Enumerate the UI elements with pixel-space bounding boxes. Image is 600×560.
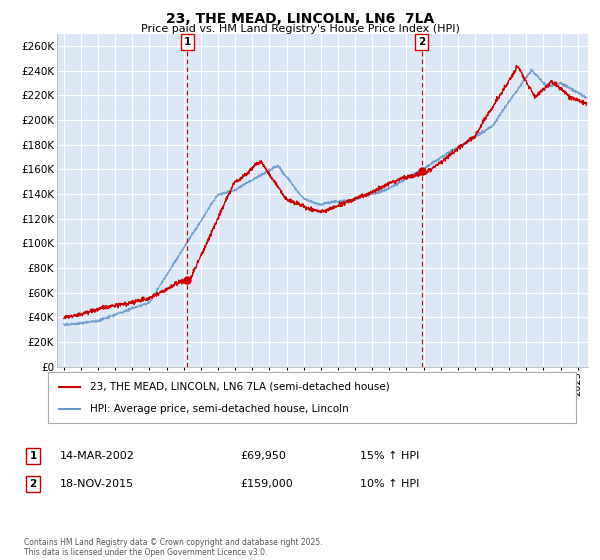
Text: 1: 1 (29, 451, 37, 461)
Text: 10% ↑ HPI: 10% ↑ HPI (360, 479, 419, 489)
Text: 18-NOV-2015: 18-NOV-2015 (60, 479, 134, 489)
Text: 23, THE MEAD, LINCOLN, LN6  7LA: 23, THE MEAD, LINCOLN, LN6 7LA (166, 12, 434, 26)
Text: Contains HM Land Registry data © Crown copyright and database right 2025.
This d: Contains HM Land Registry data © Crown c… (24, 538, 323, 557)
Text: Price paid vs. HM Land Registry's House Price Index (HPI): Price paid vs. HM Land Registry's House … (140, 24, 460, 34)
Text: 14-MAR-2002: 14-MAR-2002 (60, 451, 135, 461)
Text: £69,950: £69,950 (240, 451, 286, 461)
Text: 23, THE MEAD, LINCOLN, LN6 7LA (semi-detached house): 23, THE MEAD, LINCOLN, LN6 7LA (semi-det… (90, 381, 390, 391)
Text: HPI: Average price, semi-detached house, Lincoln: HPI: Average price, semi-detached house,… (90, 404, 349, 414)
Text: 2: 2 (29, 479, 37, 489)
Text: 1: 1 (184, 37, 191, 47)
Text: 15% ↑ HPI: 15% ↑ HPI (360, 451, 419, 461)
Text: 2: 2 (418, 37, 425, 47)
Text: £159,000: £159,000 (240, 479, 293, 489)
